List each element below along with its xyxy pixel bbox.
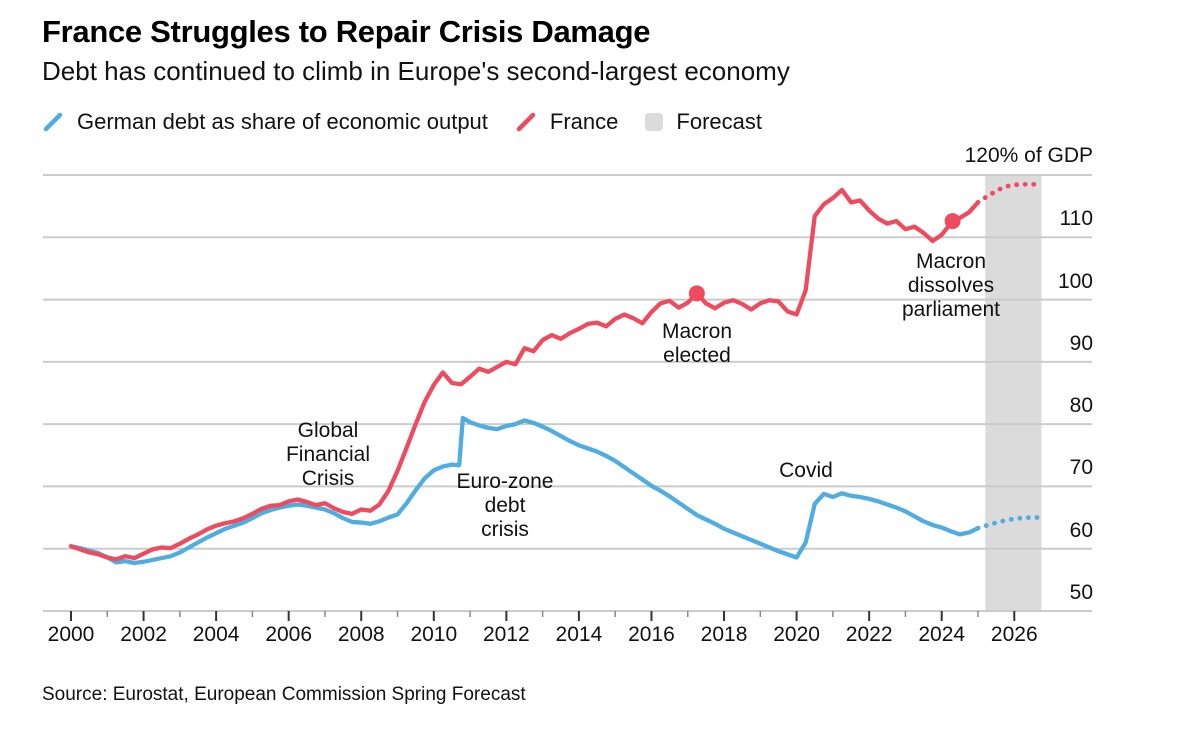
- y-tick-label: 110: [1059, 207, 1093, 231]
- x-tick-label: 2004: [192, 623, 240, 646]
- blue-slash-icon: [42, 111, 64, 133]
- legend-item-forecast: Forecast: [645, 109, 762, 135]
- chart-annotation: Euro-zone debt crisis: [456, 470, 554, 541]
- legend: German debt as share of economic output …: [42, 109, 789, 135]
- forecast-swatch-icon: [645, 113, 664, 131]
- legend-item-france: France: [515, 109, 618, 135]
- chart-annotation: Global Financial Crisis: [285, 419, 371, 490]
- x-tick-label: 2024: [918, 623, 966, 646]
- x-tick-label: 2000: [47, 623, 95, 646]
- y-axis-caption: 120% of GDP: [964, 144, 1093, 167]
- x-tick-label: 2018: [700, 623, 748, 646]
- chart-title: France Struggles to Repair Crisis Damage: [42, 14, 651, 49]
- legend-item-germany: German debt as share of economic output: [42, 109, 488, 135]
- x-tick-label: 2012: [483, 623, 530, 646]
- x-tick-label: 2006: [265, 623, 313, 646]
- y-tick-label: 80: [1069, 394, 1093, 418]
- legend-label-france: France: [549, 109, 619, 134]
- x-tick-label: 2016: [628, 623, 675, 646]
- y-tick-label: 90: [1069, 331, 1093, 355]
- y-tick-label: 50: [1069, 581, 1093, 604]
- x-tick-label: 2008: [337, 623, 385, 646]
- y-tick-label: 70: [1069, 456, 1093, 480]
- legend-label-germany: German debt as share of economic output: [77, 109, 488, 134]
- x-tick-label: 2026: [990, 623, 1038, 646]
- chart-subtitle: Debt has continued to climb in Europe's …: [42, 56, 790, 86]
- y-tick-label: 100: [1057, 269, 1093, 293]
- x-tick-label: 2010: [410, 623, 458, 646]
- source-note: Source: Eurostat, European Commission Sp…: [42, 684, 526, 705]
- x-tick-label: 2020: [773, 623, 820, 646]
- red-slash-icon: [515, 111, 537, 133]
- x-tick-label: 2014: [555, 623, 603, 646]
- legend-label-forecast: Forecast: [676, 109, 762, 134]
- chart-annotation: Macron elected: [661, 320, 733, 367]
- chart-annotation: Macron dissolves parliament: [901, 250, 1001, 321]
- x-tick-label: 2002: [120, 623, 167, 646]
- chart-annotation: Covid: [779, 459, 833, 482]
- x-tick-label: 2022: [845, 623, 893, 646]
- y-tick-label: 60: [1069, 518, 1093, 542]
